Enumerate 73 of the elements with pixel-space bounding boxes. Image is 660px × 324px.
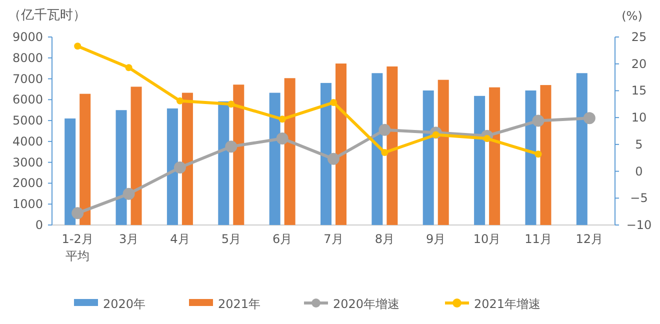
x-tick-label: 8月 [374, 232, 394, 246]
point [176, 97, 184, 104]
y2-tick-label: 15 [631, 84, 647, 98]
bar [372, 73, 383, 225]
point [330, 99, 337, 106]
point [225, 140, 238, 153]
bar [182, 92, 193, 225]
bar [233, 84, 244, 225]
y2-tick-label: 20 [631, 56, 647, 71]
bar [320, 82, 332, 225]
y-tick-label: 8000 [12, 50, 43, 65]
point [583, 112, 596, 124]
y-tick-label: 3000 [12, 155, 43, 170]
bar [269, 92, 280, 225]
point [381, 148, 388, 156]
bar [116, 110, 127, 225]
point [276, 132, 288, 145]
point [122, 188, 135, 200]
legend-label: 2021年 [218, 297, 261, 311]
y-tick-label: 5000 [12, 114, 43, 128]
x-tick-label: 3月 [118, 232, 139, 246]
bar [489, 87, 500, 225]
bar [218, 101, 230, 225]
x-tick-label: 12月 [576, 232, 604, 246]
bar [525, 90, 536, 225]
bar [284, 78, 296, 225]
y-tick-label: 9000 [12, 30, 43, 44]
point [278, 116, 286, 123]
bar [386, 66, 398, 225]
x-tick-label: 11月 [524, 232, 552, 246]
point [534, 150, 542, 158]
x-tick-label: 10月 [473, 232, 501, 246]
y2-tick-label: 0 [635, 164, 643, 178]
y2-tick-label: 10 [631, 110, 647, 125]
point [532, 114, 544, 127]
y-tick-label: 0 [35, 218, 43, 232]
x-tick-label: 1-2月平均 [62, 232, 94, 263]
y-axis-title: （亿千瓦时） [8, 8, 86, 23]
y2-axis-title: (%) [622, 9, 642, 23]
x-tick-label: 7月 [324, 232, 344, 246]
point [174, 162, 186, 174]
y-tick-label: 7000 [12, 72, 43, 86]
y2-tick-label: −10 [626, 218, 652, 232]
point [74, 42, 82, 50]
bar [540, 85, 552, 225]
y2-tick-label: 5 [635, 137, 643, 152]
legend-label: 2020年增速 [333, 297, 400, 311]
x-tick-label: 9月 [426, 232, 446, 246]
bar [80, 94, 91, 225]
point [228, 100, 235, 108]
y2-tick-label: −5 [630, 191, 648, 206]
bar [576, 73, 588, 225]
x-tick-label: 6月 [272, 232, 292, 246]
y-tick-label: 2000 [12, 176, 43, 190]
bar [422, 90, 434, 225]
bar [438, 80, 449, 225]
legend-label: 2020年 [103, 297, 146, 311]
x-tick-label: 4月 [170, 232, 190, 246]
x-tick-label: 5月 [221, 232, 241, 246]
point [378, 124, 391, 136]
bar [336, 64, 346, 225]
y-tick-label: 4000 [12, 134, 43, 148]
bar [130, 86, 142, 225]
y-tick-label: 6000 [12, 92, 43, 107]
y2-tick-label: 25 [631, 30, 647, 44]
point [328, 152, 340, 165]
bar [64, 118, 76, 225]
point [125, 64, 132, 72]
bar [474, 96, 486, 225]
y-tick-label: 1000 [12, 197, 43, 212]
bar [166, 108, 178, 225]
legend-label: 2021年增速 [474, 297, 541, 311]
point [72, 207, 84, 220]
